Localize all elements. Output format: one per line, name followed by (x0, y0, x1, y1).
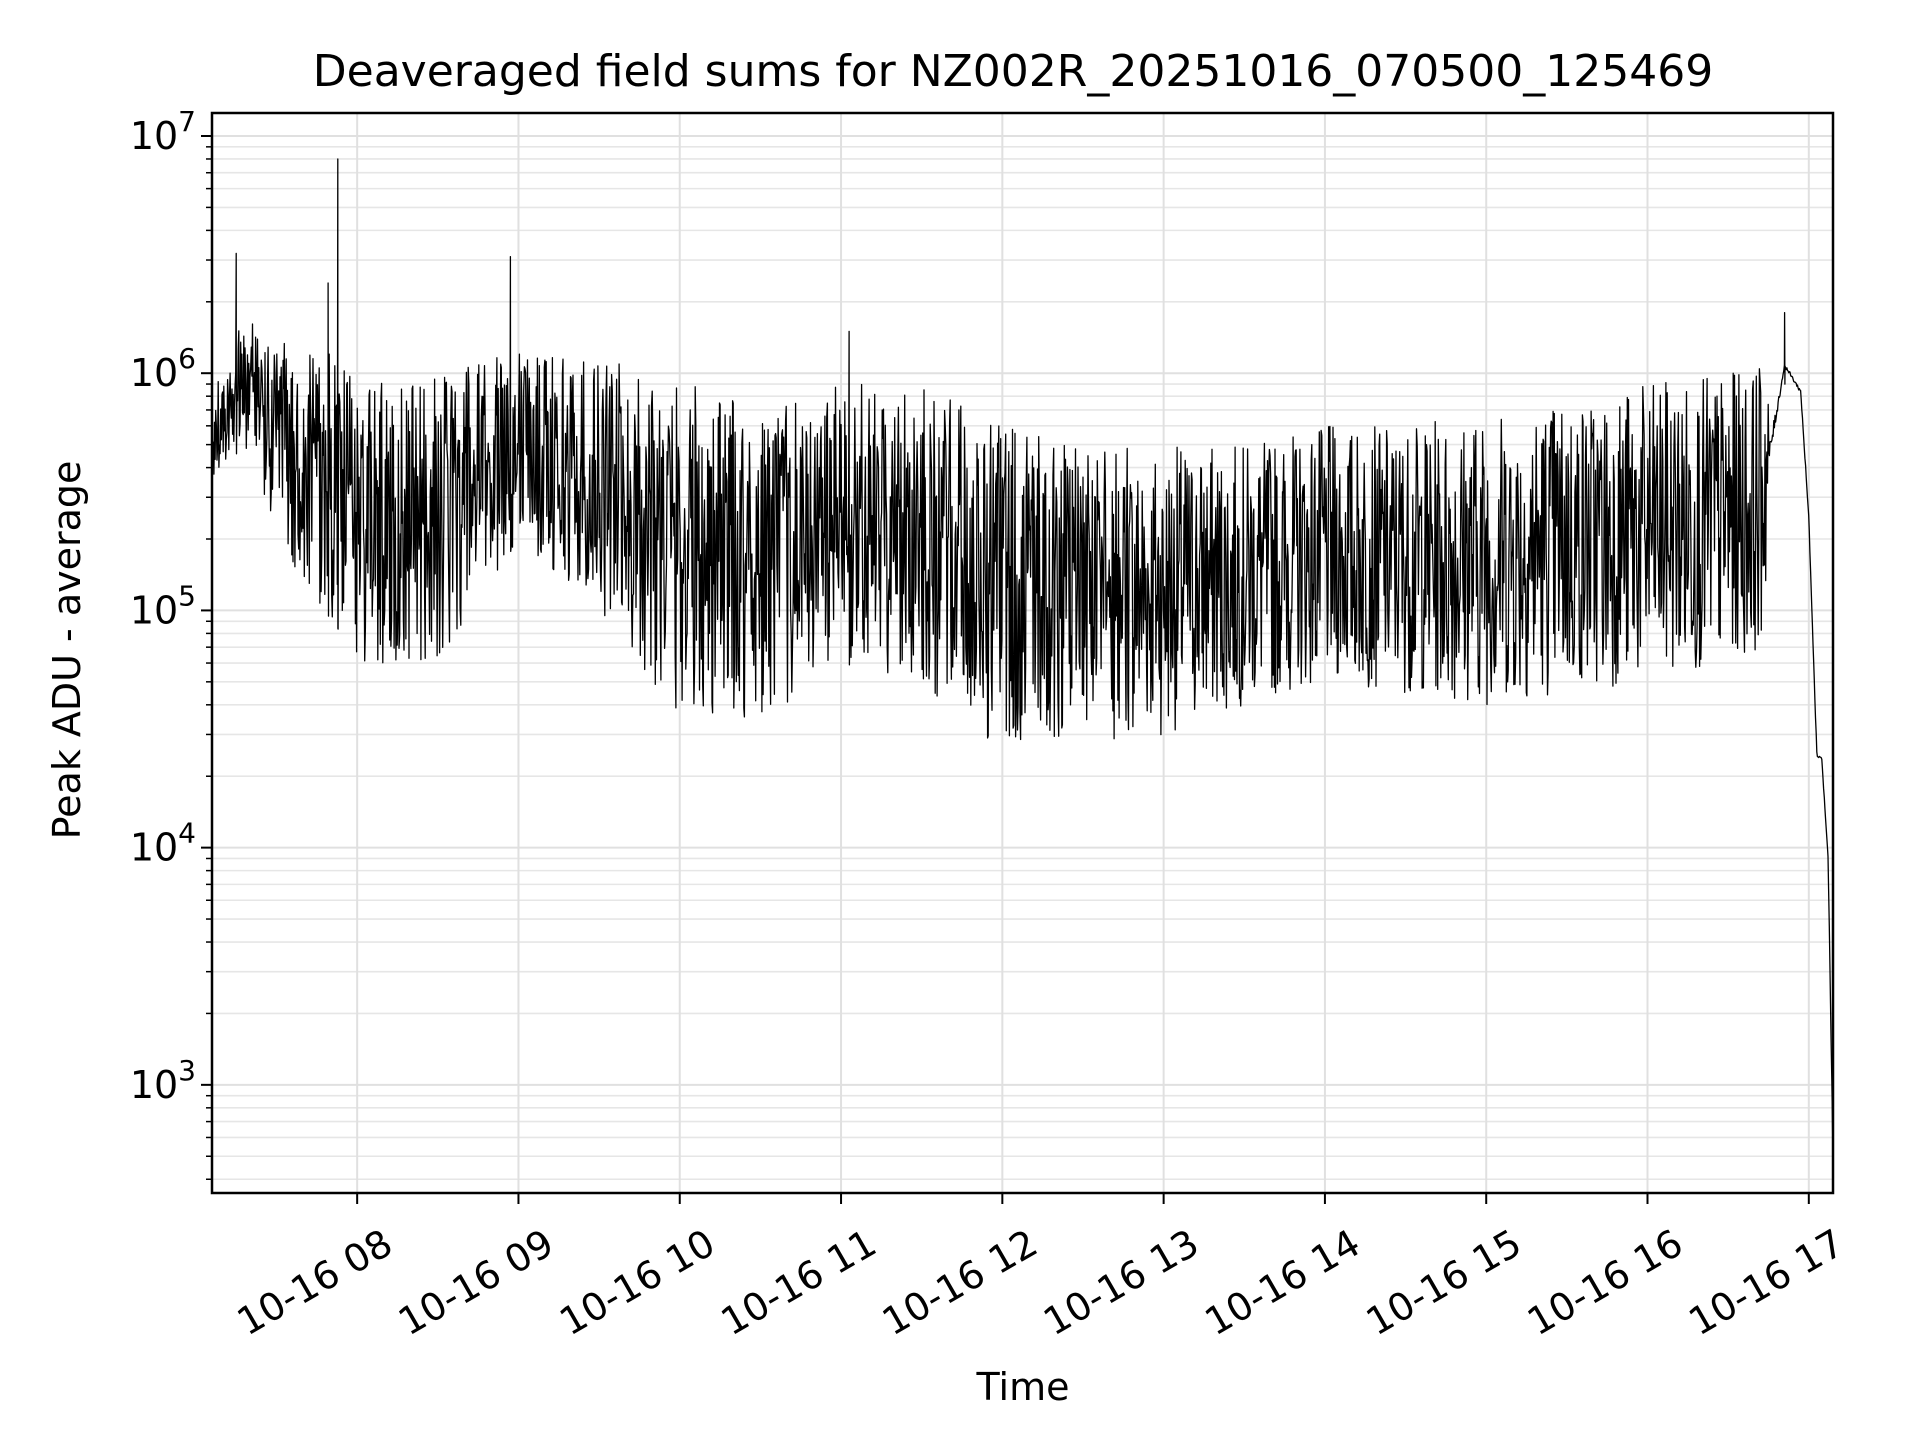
y-tick-label: 103 (130, 1054, 196, 1107)
chart-title: Deaveraged field sums for NZ002R_2025101… (313, 46, 1713, 97)
y-tick-label: 106 (130, 342, 196, 395)
y-axis-label: Peak ADU - average (45, 461, 89, 840)
series-line-layer (211, 158, 1834, 1157)
y-tick-label: 105 (130, 579, 196, 632)
series-line (211, 158, 1834, 1157)
y-tick-label: 107 (130, 105, 196, 158)
x-axis-label: Time (976, 1365, 1070, 1409)
plot-frame (210, 111, 1835, 1195)
y-tick-label: 104 (130, 817, 196, 870)
